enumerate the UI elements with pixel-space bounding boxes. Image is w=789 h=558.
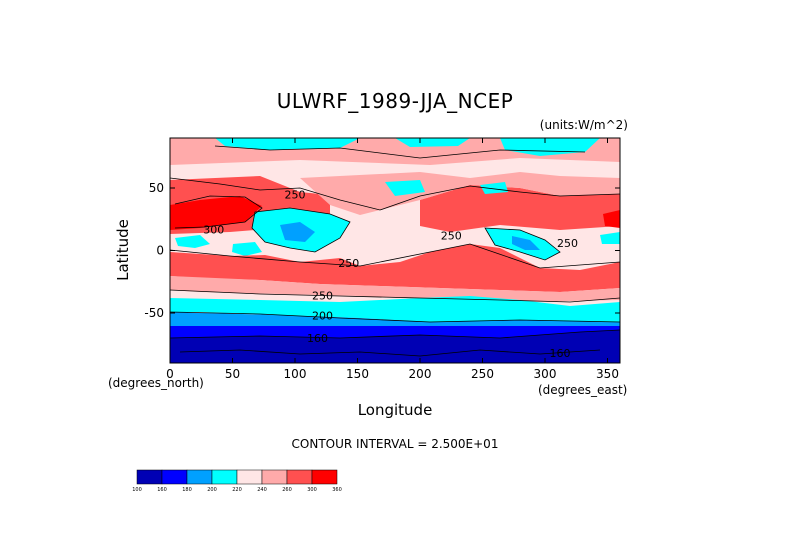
band-south-mid (170, 296, 620, 322)
x-units-label: (degrees_east) (538, 383, 627, 397)
colorbar-swatch (161, 469, 188, 485)
contour-label: 250 (557, 237, 578, 250)
band-north-pacific (420, 185, 620, 232)
contour-interval-text: CONTOUR INTERVAL = 2.500E+01 (292, 437, 499, 451)
colorbar-label: 220 (232, 487, 242, 493)
contour-label: 250 (441, 230, 462, 243)
colorbar-label: 360 (332, 487, 342, 493)
units-label: (units:W/m^2) (540, 118, 628, 132)
y-tick-label: 0 (156, 244, 164, 258)
colorbar-swatch (261, 469, 288, 485)
band-arctic-cool (215, 138, 360, 150)
itcz-north-pacific (480, 182, 508, 194)
itcz-maritime-core (280, 222, 315, 242)
contour-160-south (170, 329, 620, 339)
band-south-subtropics (170, 244, 620, 292)
contour-250-north (170, 177, 620, 211)
colorbar-label: 260 (282, 487, 292, 493)
itcz-north-asia (385, 180, 425, 196)
x-tick-label: 250 (471, 367, 494, 381)
x-tick-label: 300 (534, 367, 557, 381)
x-tick-label: 150 (346, 367, 369, 381)
itcz-africa (175, 235, 210, 248)
y-tick-label: -50 (144, 306, 164, 320)
x-tick-label: 50 (225, 367, 240, 381)
contour-label: 250 (338, 257, 359, 270)
contour-label: 250 (312, 290, 333, 303)
heatmap-field: 250 300 250 250 250 250 200 160 160 (170, 138, 620, 363)
colorbar: 100 160 180 200 220 240 260 300 360 (132, 469, 342, 493)
x-tick-label: 0 (166, 367, 174, 381)
chart-title: ULWRF_1989-JJA_NCEP (277, 89, 514, 113)
band-south-light (170, 276, 620, 302)
contour-250-equator (170, 243, 620, 269)
colorbar-swatch (286, 469, 313, 485)
x-tick-label: 100 (284, 367, 307, 381)
colorbar-swatch (311, 469, 338, 485)
y-axis: -50 0 50 (144, 181, 620, 320)
contour-labels: 250 300 250 250 250 250 200 160 160 (203, 188, 578, 360)
band-pacific-max (603, 210, 620, 228)
contour-label: 160 (550, 347, 571, 360)
contour-arctic (214, 145, 586, 159)
contour-label: 250 (285, 188, 306, 201)
colorbar-label: 200 (207, 487, 217, 493)
contour-label: 300 (203, 223, 224, 236)
colorbar-label: 180 (182, 487, 192, 493)
contour-itcz-ca (484, 227, 561, 261)
x-tick-label: 200 (409, 367, 432, 381)
contour-lines (170, 145, 620, 357)
colorbar-swatch (186, 469, 213, 485)
y-units-label: (degrees_north) (108, 376, 204, 390)
itcz-atlantic (600, 232, 620, 244)
colorbar-label: 300 (307, 487, 317, 493)
colorbar-swatch (211, 469, 238, 485)
contour-label: 200 (312, 310, 333, 323)
x-axis-label: Longitude (358, 401, 433, 419)
x-axis: 0 50 100 150 200 250 300 350 (166, 138, 619, 381)
colorbar-label: 240 (257, 487, 267, 493)
colorbar-label: 100 (132, 487, 142, 493)
itcz-central-america-core (512, 236, 540, 250)
colorbar-swatch (136, 469, 163, 485)
y-axis-label: Latitude (114, 219, 132, 281)
colorbar-swatch (236, 469, 263, 485)
contour-label: 160 (307, 332, 328, 345)
contour-250-south (170, 289, 620, 303)
contour-160-antarctic (179, 349, 601, 357)
band-north-light (300, 172, 620, 215)
colorbar-label: 160 (157, 487, 167, 493)
band-arctic-cool-3 (395, 138, 470, 147)
band-north-max (170, 196, 262, 230)
y-tick-label: 50 (149, 181, 164, 195)
itcz-warm-pool (232, 242, 262, 256)
contour-itcz (251, 207, 351, 253)
x-tick-label: 350 (596, 367, 619, 381)
band-antarctic-core (170, 330, 620, 363)
contour-300-north (174, 195, 263, 229)
contour-200-south (170, 311, 620, 323)
